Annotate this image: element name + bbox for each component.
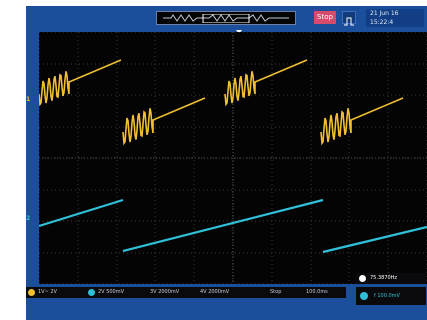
frequency-readout: 75.3870Hz: [356, 273, 426, 284]
memory-waveform-preview: [163, 14, 289, 23]
ch1-waveform-segment: [39, 59, 122, 107]
ch2-ground-marker[interactable]: 2: [26, 215, 31, 222]
ch1-waveform-segment: [224, 59, 308, 107]
date-time-display: 21 Jun 16 15:22:4: [366, 9, 424, 27]
ch4-scale: 4V 2000mV: [200, 289, 230, 295]
trigger-icon: [360, 292, 368, 300]
ch2-ramp-segment: [39, 198, 124, 228]
trigger-level-value: f 100.0mV: [374, 293, 400, 299]
trigger-edge-icon[interactable]: [342, 11, 356, 26]
waveform-display[interactable]: [39, 32, 427, 284]
time-text: 15:22:4: [370, 19, 394, 26]
channel-scale-line: 1V~ 2V 2V 500mV 3V 2000mV 4V 2000mV Stop…: [26, 287, 346, 298]
frequency-value: 75.3870Hz: [370, 275, 398, 281]
frequency-icon: [359, 275, 366, 282]
ch2-scale: 2V 500mV: [98, 289, 125, 295]
acquire-label: Stop: [270, 289, 282, 295]
ch1-waveform-segment: [122, 97, 206, 146]
trigger-level-readout: f 100.0mV: [356, 287, 426, 305]
memory-overview-bar[interactable]: [156, 11, 296, 25]
graticule: [39, 32, 427, 284]
date-text: 21 Jun 16: [370, 10, 399, 17]
ch2-ramp-segment: [322, 225, 427, 254]
oscilloscope-screen: Stop 21 Jun 16 15:22:4 1 2 75.3870Hz 1V~…: [26, 6, 427, 320]
ch2-icon[interactable]: [88, 289, 95, 296]
run-stop-status[interactable]: Stop: [314, 11, 336, 24]
horizontal-scale: 100.0ms: [306, 289, 328, 295]
ch1-icon[interactable]: [28, 289, 35, 296]
ch3-scale: 3V 2000mV: [150, 289, 180, 295]
ch2-ramp-segment: [122, 198, 324, 253]
bottom-status-bar: 75.3870Hz 1V~ 2V 2V 500mV 3V 2000mV 4V 2…: [26, 273, 427, 320]
ch1-ground-marker[interactable]: 1: [26, 96, 31, 103]
ch1-scale: 1V~ 2V: [38, 289, 57, 295]
ch1-waveform-segment: [320, 97, 404, 146]
top-status-bar: Stop 21 Jun 16 15:22:4: [26, 6, 427, 30]
